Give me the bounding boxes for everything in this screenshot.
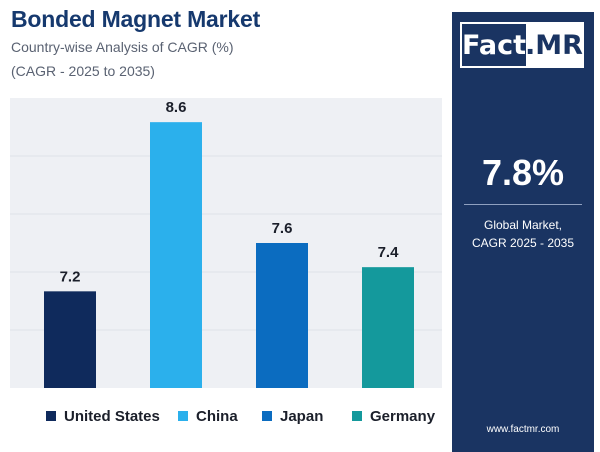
factmr-logo: Fact .MR [460,22,584,68]
legend-label: United States [64,407,160,425]
legend-label: Japan [280,407,324,425]
bar-china [150,122,202,388]
website-url: www.factmr.com [486,424,560,435]
legend-item: China [178,404,238,428]
bar-united-states [44,291,96,388]
kpi-label-line2: CAGR 2025 - 2035 [471,236,575,250]
data-label: 7.4 [378,244,400,261]
legend-swatch [178,411,188,421]
data-label: 7.6 [272,220,293,237]
legend-swatch [352,411,362,421]
side-panel: Fact .MR 7.8% Global Market, CAGR 2025 -… [452,12,594,452]
legend-label: Germany [370,407,436,425]
chart-title: Bonded Magnet Market [11,6,261,32]
legend-item: Japan [262,404,323,428]
data-label: 8.6 [166,99,187,116]
global-cagr-value: 7.8% [481,152,565,193]
global-cagr-label: Global Market, CAGR 2025 - 2035 [452,216,594,252]
legend-swatch [46,411,56,421]
legend-item: United States [46,404,160,428]
bar-japan [256,243,308,388]
bar-chart: 7.2 8.6 7.6 7.4 [10,99,442,388]
data-label: 7.2 [60,268,81,285]
legend-item: Germany [352,404,435,428]
legend-swatch [262,411,272,421]
legend-label: China [196,407,238,425]
kpi-label-line1: Global Market, [483,218,563,232]
chart-subtitle: Country-wise Analysis of CAGR (%) [11,39,234,55]
bar-germany [362,267,414,388]
logo-fact-text: Fact [462,29,526,61]
chart-period: (CAGR - 2025 to 2035) [11,63,155,79]
plot-area: 7.2 8.6 7.6 7.4 [10,98,442,388]
legend: United States China Japan Germany [0,404,452,428]
logo-mr-text: .MR [525,24,583,66]
kpi-divider [464,204,582,205]
